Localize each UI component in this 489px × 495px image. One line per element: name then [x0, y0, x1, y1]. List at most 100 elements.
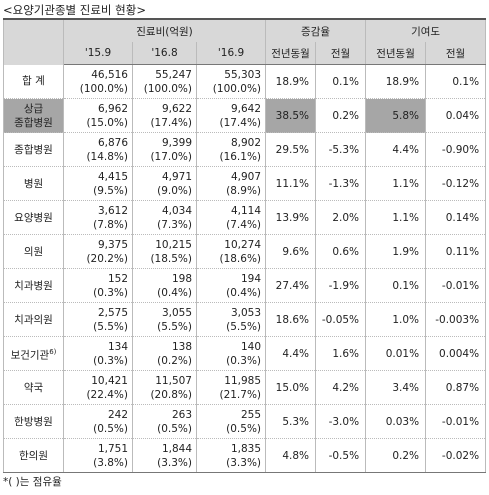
cost-cell: 255 (0.5%): [195, 404, 267, 439]
rate-cell: -0.02%: [425, 438, 487, 473]
cost-share: (100.0%): [212, 82, 262, 95]
rate-cell: 29.5%: [265, 132, 317, 167]
cost-value: 10,215: [155, 238, 192, 251]
rate-cell: -0.12%: [425, 166, 487, 201]
row-label: 합 계: [3, 64, 64, 99]
cost-share: (5.5%): [93, 320, 128, 333]
cost-cell: 4,034 (7.3%): [132, 200, 197, 235]
rate-cell: 1.1%: [365, 200, 427, 235]
group-header: 진료비(억원): [62, 18, 267, 42]
rate-cell: 1.9%: [365, 234, 427, 269]
label-text: 한의원: [19, 449, 48, 462]
cost-share: (18.5%): [150, 252, 192, 265]
cost-value: 138: [171, 340, 192, 353]
cost-value: 55,303: [224, 68, 262, 81]
cost-value: 194: [240, 272, 262, 285]
row-label: 한의원: [3, 438, 64, 473]
cost-value: 255: [240, 408, 262, 421]
cost-cell: 4,907 (8.9%): [195, 166, 267, 201]
rate-cell: 1.1%: [365, 166, 427, 201]
rate-cell: 0.2%: [315, 98, 367, 133]
cost-share: (0.5%): [93, 422, 128, 435]
row: 치과병원 152 (0.3%) 198 (0.4%) 194 (0.4%) 27.4% -1.9…: [3, 268, 487, 303]
cost-cell: 134 (0.3%): [63, 336, 133, 371]
cost-value: 134: [107, 340, 128, 353]
cost-cell: 2,575 (5.5%): [63, 302, 133, 337]
cost-value: 9,622: [161, 102, 192, 115]
cost-cell: 9,399 (17.0%): [132, 132, 197, 167]
cost-share: (0.5%): [226, 422, 262, 435]
rate-cell: 4.8%: [265, 438, 317, 473]
rate-cell: 9.6%: [265, 234, 317, 269]
rate-cell: 15.0%: [265, 370, 317, 405]
row: 병원 4,415 (9.5%) 4,971 (9.0%) 4,907 (8.9%) 11.1%…: [3, 166, 487, 201]
cost-share: (0.3%): [93, 286, 128, 299]
label-text: 병원: [23, 177, 44, 190]
row: 상급 종합병원 6,962 (15.0%) 9,622 (17.4%) 9,642 (17.…: [3, 98, 487, 133]
header-row: 진료비(억원) 증감율 기여도: [3, 18, 487, 65]
cost-share: (14.8%): [86, 150, 128, 163]
rate-cell: 0.87%: [425, 370, 487, 405]
cost-cell: 1,844 (3.3%): [132, 438, 197, 473]
note-mark: 6): [49, 347, 57, 356]
cost-share: (0.3%): [226, 354, 262, 367]
cost-cell: 8,902 (16.1%): [195, 132, 267, 167]
label-text: 종합병원: [14, 143, 53, 156]
subheader: '15.9: [63, 42, 133, 65]
rate-cell: 0.01%: [365, 336, 427, 371]
rate-cell: 1.0%: [365, 302, 427, 337]
cost-table: 진료비(억원) 증감율 기여도 '15.9'16.8'16.9 전년동월 전월 전년동…: [3, 18, 487, 473]
rate-cell: 18.9%: [265, 64, 317, 99]
cost-cell: 242 (0.5%): [63, 404, 133, 439]
cost-value: 1,835: [230, 442, 262, 455]
cost-cell: 3,053 (5.5%): [195, 302, 267, 337]
cost-cell: 263 (0.5%): [132, 404, 197, 439]
cost-value: 3,053: [230, 306, 262, 319]
cost-value: 198: [171, 272, 192, 285]
cost-value: 9,642: [230, 102, 262, 115]
row-label: 치과의원: [3, 302, 64, 337]
cost-share: (0.5%): [157, 422, 192, 435]
cost-cell: 3,612 (7.8%): [63, 200, 133, 235]
row: 약국 10,421 (22.4%) 11,507 (20.8%) 11,985 (21.7%…: [3, 370, 487, 405]
cost-cell: 10,215 (18.5%): [132, 234, 197, 269]
rate-cell: -5.3%: [315, 132, 367, 167]
cost-cell: 194 (0.4%): [195, 268, 267, 303]
cost-cell: 4,114 (7.4%): [195, 200, 267, 235]
row: 보건기관6) 134 (0.3%) 138 (0.2%) 140 (0.3%) 4.4% 1.6…: [3, 336, 487, 371]
cost-value: 46,516: [91, 68, 128, 81]
subheader: 전월: [315, 42, 367, 65]
cost-cell: 9,622 (17.4%): [132, 98, 197, 133]
cost-cell: 1,835 (3.3%): [195, 438, 267, 473]
rate-cell: 4.4%: [365, 132, 427, 167]
cost-share: (21.7%): [219, 388, 262, 401]
cost-share: (3.3%): [157, 456, 192, 469]
cost-cell: 6,962 (15.0%): [63, 98, 133, 133]
cost-value: 8,902: [230, 136, 262, 149]
cost-value: 55,247: [155, 68, 192, 81]
rate-cell: -0.01%: [425, 268, 487, 303]
cost-share: (100.0%): [79, 82, 128, 95]
cost-cell: 3,055 (5.5%): [132, 302, 197, 337]
row: 의원 9,375 (20.2%) 10,215 (18.5%) 10,274 (18.6%)…: [3, 234, 487, 269]
cost-share: (5.5%): [226, 320, 262, 333]
rate-cell: -1.9%: [315, 268, 367, 303]
rate-cell: 0.1%: [425, 64, 487, 99]
subheader: 전년동월: [265, 42, 317, 65]
cost-value: 263: [171, 408, 192, 421]
group-header: 기여도: [365, 18, 487, 42]
title: <요양기관종별 진료비 현황>: [3, 3, 146, 17]
rate-cell: 0.14%: [425, 200, 487, 235]
cost-cell: 152 (0.3%): [63, 268, 133, 303]
cost-share: (17.0%): [150, 150, 192, 163]
rate-cell: -0.90%: [425, 132, 487, 167]
label-text: 보건기관: [10, 349, 50, 362]
rate-cell: -1.3%: [315, 166, 367, 201]
rate-cell: 4.4%: [265, 336, 317, 371]
row: 치과의원 2,575 (5.5%) 3,055 (5.5%) 3,053 (5.5%) 18.…: [3, 302, 487, 337]
cost-share: (15.0%): [86, 116, 128, 129]
rate-cell: 0.1%: [365, 268, 427, 303]
cost-cell: 140 (0.3%): [195, 336, 267, 371]
cost-value: 4,415: [97, 170, 128, 183]
cost-share: (17.4%): [219, 116, 262, 129]
